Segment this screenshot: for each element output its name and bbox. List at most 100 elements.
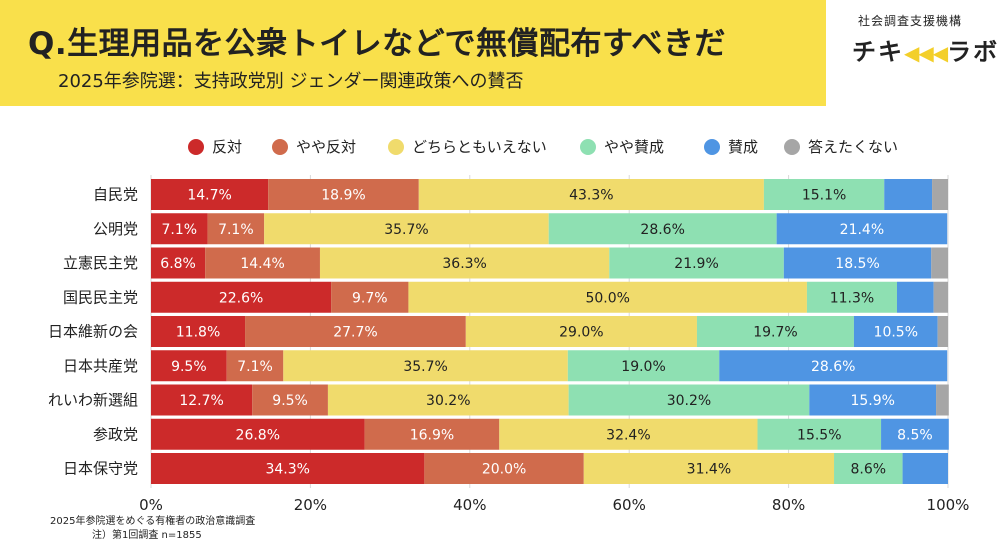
title-banner: Q.生理用品を公衆トイレなどで無償配布すべきだ 2025年参院選：支持政党別 ジ… xyxy=(0,0,826,106)
data-label: 9.5% xyxy=(272,393,308,409)
category-label: 日本保守党 xyxy=(63,460,138,478)
bar-segment xyxy=(696,316,854,347)
legend-label: やや賛成 xyxy=(604,138,665,156)
legend-swatch xyxy=(704,138,720,155)
bar-segment xyxy=(834,453,903,484)
data-label: 7.1% xyxy=(237,359,273,375)
data-label: 43.3% xyxy=(569,188,613,204)
bar-segment xyxy=(757,418,882,450)
data-label: 32.4% xyxy=(606,427,650,443)
bar-segment xyxy=(884,179,933,210)
chart-legend: 反対 やや反対 どちらともいえない やや賛成 賛成 答えたくない xyxy=(0,136,1000,166)
bar-segment xyxy=(609,247,784,279)
bar-segment xyxy=(151,384,253,416)
bar-segment xyxy=(252,384,328,416)
data-label: 18.9% xyxy=(321,188,365,204)
bar-segment xyxy=(567,350,720,382)
footnote-survey: 2025年参院選をめぐる有権者の政治意識調査 xyxy=(50,516,256,527)
bar-segment xyxy=(568,384,810,416)
footnote: 2025年参院選をめぐる有権者の政治意識調査 注）第1回調査 n=1855 xyxy=(50,515,255,543)
bar-segment xyxy=(264,213,549,245)
data-label: 14.7% xyxy=(187,188,231,204)
brand-logo-right: ラボ xyxy=(947,38,1000,66)
legend-item: どちらともいえない xyxy=(388,136,547,157)
bar-segment xyxy=(151,281,332,313)
data-label: 10.5% xyxy=(874,325,918,341)
legend-label: 賛成 xyxy=(728,138,759,156)
bar-segment xyxy=(364,418,500,450)
data-label: 14.4% xyxy=(240,256,284,272)
bar-segment xyxy=(151,350,227,382)
legend-label: どちらともいえない xyxy=(412,138,547,156)
category-label: 日本共産党 xyxy=(63,357,138,375)
bar-segment xyxy=(719,350,948,382)
bar-segment xyxy=(931,247,948,279)
bar-segment xyxy=(776,213,948,245)
bar-segment xyxy=(151,179,269,210)
data-label: 35.7% xyxy=(403,359,447,375)
data-label: 22.6% xyxy=(219,290,263,306)
x-tick-label: 0% xyxy=(139,496,163,514)
legend-swatch xyxy=(188,138,204,155)
legend-item: 賛成 xyxy=(704,136,758,157)
data-label: 19.0% xyxy=(621,359,665,375)
bar-segment xyxy=(465,316,697,347)
chart-title: Q.生理用品を公衆トイレなどで無償配布すべきだ xyxy=(28,26,726,62)
bar-segment xyxy=(327,384,569,416)
data-label: 15.5% xyxy=(797,427,841,443)
data-label: 6.8% xyxy=(160,256,196,272)
brand-block: 社会調査支援機構 チキ◀◀◀ラボ xyxy=(840,8,997,78)
bar-segment xyxy=(319,247,610,279)
data-label: 29.0% xyxy=(559,325,603,341)
bar-segment xyxy=(853,316,938,347)
bar-segment xyxy=(783,247,932,279)
bar-segment xyxy=(226,350,284,382)
brand-logo-dots: ◀◀◀ xyxy=(904,41,948,65)
data-label: 11.8% xyxy=(176,325,220,341)
bar-segment xyxy=(205,247,320,279)
data-label: 27.7% xyxy=(333,325,377,341)
bar-segment xyxy=(151,316,246,347)
bar-segment xyxy=(268,179,419,210)
bar-segment xyxy=(151,418,365,450)
category-label: 日本維新の会 xyxy=(48,323,138,341)
legend-item: やや賛成 xyxy=(580,136,664,157)
legend-item: 反対 xyxy=(188,136,242,157)
data-label: 7.1% xyxy=(218,222,254,238)
legend-swatch xyxy=(272,138,288,155)
bar-segment xyxy=(499,418,758,450)
bar-segment xyxy=(763,179,885,210)
bar-segment xyxy=(207,213,265,245)
data-label: 28.6% xyxy=(811,359,855,375)
bar-segment xyxy=(418,179,764,210)
data-label: 11.3% xyxy=(830,290,874,306)
category-label: 自民党 xyxy=(93,186,138,204)
data-label: 16.9% xyxy=(410,427,454,443)
data-label: 15.1% xyxy=(802,188,846,204)
data-label: 31.4% xyxy=(687,462,731,478)
bar-segment xyxy=(806,281,897,313)
legend-label: やや反対 xyxy=(296,138,357,156)
bar-segment xyxy=(408,281,807,313)
x-tick-label: 40% xyxy=(453,496,486,514)
bar-segment xyxy=(151,453,425,484)
data-label: 30.2% xyxy=(426,393,470,409)
category-label: 国民民主党 xyxy=(63,288,138,306)
data-label: 8.6% xyxy=(851,462,887,478)
data-label: 50.0% xyxy=(585,290,629,306)
category-label: 参政党 xyxy=(93,425,138,443)
data-label: 15.9% xyxy=(850,393,894,409)
bar-segment xyxy=(809,384,937,416)
data-label: 18.5% xyxy=(835,256,879,272)
brand-logo-left: チキ xyxy=(852,38,904,66)
bar-segment xyxy=(896,281,934,313)
chart-subtitle: 2025年参院選：支持政党別 ジェンダー関連政策への賛否 xyxy=(58,71,524,92)
data-label: 21.4% xyxy=(840,222,884,238)
data-label: 36.3% xyxy=(442,256,486,272)
bar-segment xyxy=(151,247,206,279)
data-label: 28.6% xyxy=(640,222,684,238)
legend-swatch xyxy=(580,138,596,155)
bar-segment xyxy=(937,316,948,347)
bar-segment xyxy=(283,350,568,382)
